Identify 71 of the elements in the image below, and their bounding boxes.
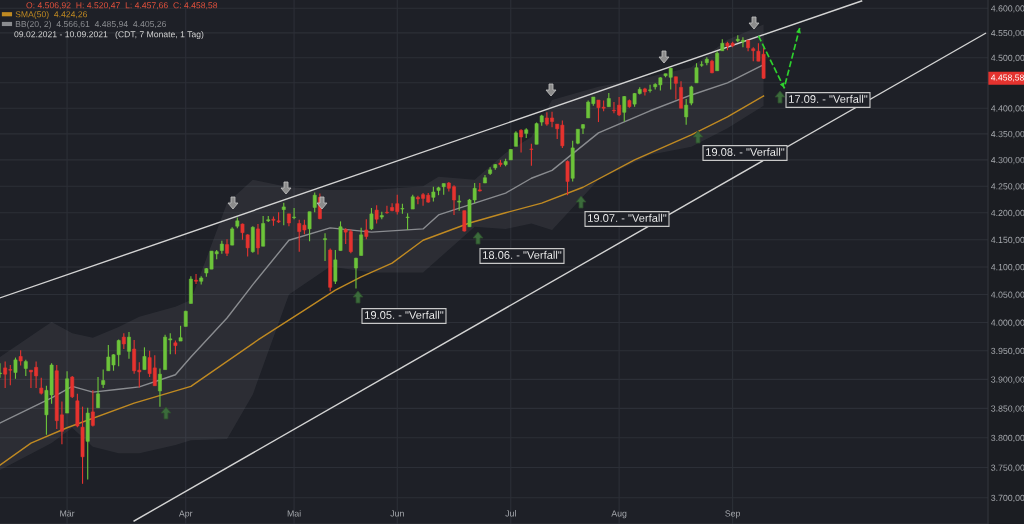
candlestick (565, 159, 570, 196)
candlestick (101, 369, 106, 389)
candlestick (127, 331, 131, 360)
candlestick (581, 123, 585, 135)
candlestick (292, 207, 296, 220)
candlestick (307, 211, 312, 242)
candlestick (96, 376, 100, 409)
y-tick-label: 4.350,00 (990, 130, 1024, 139)
chart-title: O: 4.506,92 H: 4.520,47 L: 4.457,66 C: 4.458,58 (26, 2, 218, 10)
text: 09.02.2021 - 10.09.2021 (CDT, 7 Monate, 1 Tag) (14, 30, 204, 40)
candlestick (529, 143, 534, 167)
candlestick (158, 367, 162, 408)
candlestick (679, 80, 683, 109)
candlestick (359, 227, 364, 257)
y-tick-label: 4.100,00 (990, 264, 1024, 272)
x-tick-label: Mai (287, 510, 301, 517)
candlestick (374, 204, 379, 225)
candlestick (385, 205, 389, 215)
candlestick (694, 62, 699, 84)
x-tick-label: Aug (611, 510, 627, 519)
y-tick-label: 4.550,00 (990, 29, 1024, 38)
candlestick (519, 128, 523, 154)
annotation: 18.06. - "Verfall" (483, 250, 562, 259)
y-tick-label: 4.600,00 (990, 5, 1024, 13)
legend-label: SMA(50) 4.424,26 (15, 11, 88, 20)
y-tick-label: 3.950,00 (991, 347, 1024, 356)
candlestick (333, 249, 338, 285)
annotation: 19.05. - "Verfall" (365, 310, 444, 319)
y-tick-label: 4.250,00 (990, 183, 1024, 191)
legend-label: BB(20, 2) 4.566,61 4.485,94 4.405,26 (15, 20, 167, 29)
candlestick (312, 191, 317, 213)
y-tick-label: 4.000,00 (990, 319, 1024, 327)
y-tick-label: 3.900,00 (991, 376, 1024, 384)
candlestick (90, 389, 95, 428)
candlestick (369, 207, 374, 231)
candlestick (245, 233, 250, 258)
candlestick (622, 95, 627, 123)
x-tick-label: Jun (390, 510, 404, 517)
candlestick (364, 218, 369, 240)
y-tick-label: 3.800,00 (991, 434, 1024, 443)
x-tick-label: Apr (178, 510, 193, 519)
y-tick-label: 3.850,00 (991, 405, 1024, 413)
candlestick (648, 84, 652, 93)
candlestick (256, 223, 260, 255)
candlestick (142, 346, 147, 371)
y-tick-label: 4.200,00 (990, 209, 1024, 218)
x-tick-label: Sep (725, 510, 741, 519)
x-tick-label: Mär (60, 510, 75, 517)
y-tick-label: 3.700,00 (991, 494, 1024, 503)
y-tick-label: 4.500,00 (990, 54, 1024, 62)
candlestick (323, 232, 327, 262)
y-tick-label: 4.400,00 (990, 105, 1024, 113)
candlestick (13, 357, 18, 380)
candlestick (462, 210, 467, 233)
candlestick (261, 215, 265, 247)
candlestick (194, 273, 198, 285)
y-tick-label: 4.300,00 (990, 156, 1024, 165)
annotation: 19.08. - "Verfall" (706, 147, 785, 156)
y-tick-label: 4.050,00 (990, 291, 1024, 299)
annotation: 19.07. - "Verfall" (588, 213, 667, 222)
candlestick (673, 76, 678, 101)
y-tick-label: 3.750,00 (991, 464, 1024, 472)
candlestick (281, 202, 286, 226)
candlestick (338, 220, 343, 252)
candlestick (684, 98, 689, 126)
candlestick (354, 257, 358, 290)
text: 4.458,58 (990, 74, 1024, 82)
candlestick (715, 50, 720, 72)
x-tick-label: Jul (505, 510, 516, 517)
annotation: 17.09. - "Verfall" (789, 94, 868, 103)
y-tick-label: 4.150,00 (990, 236, 1024, 244)
